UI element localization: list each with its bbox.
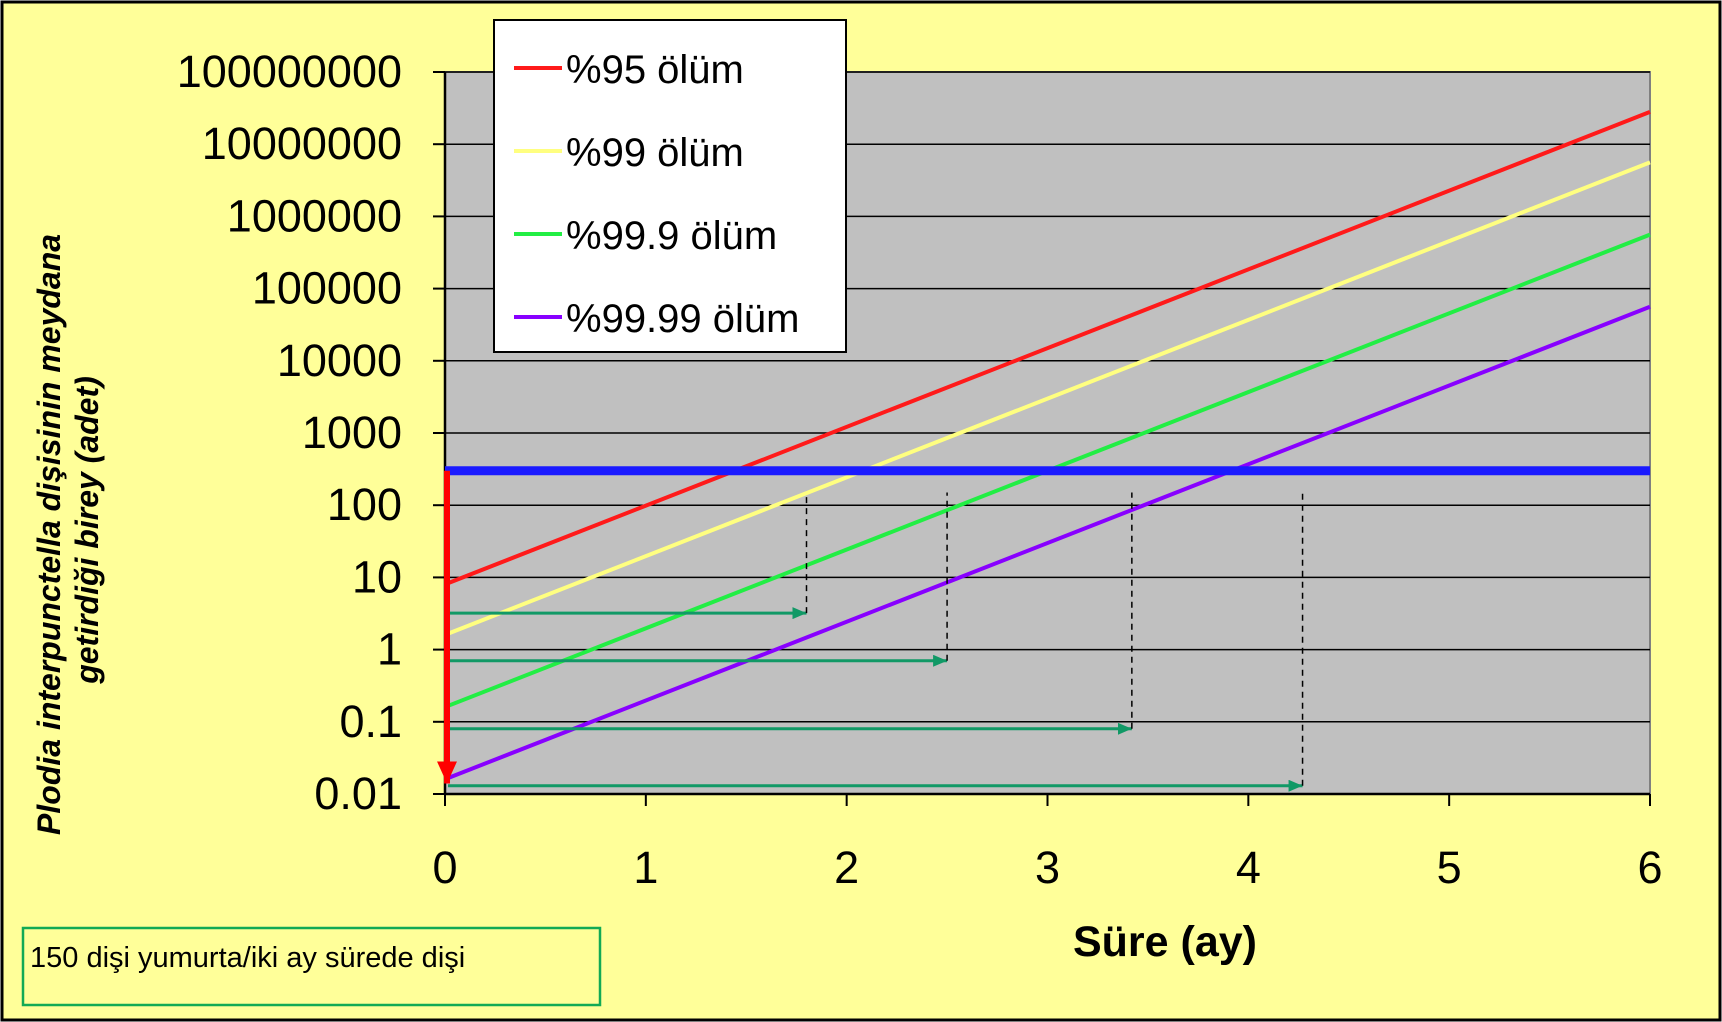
x-tick-label: 0 — [432, 842, 457, 893]
y-tick-label: 0.01 — [314, 768, 402, 819]
y-axis-title-line-1: Plodia interpunctella dişisinin meydana — [31, 234, 67, 835]
x-tick-label: 6 — [1637, 842, 1662, 893]
series-line-2 — [444, 160, 1651, 637]
y-tick-label: 1000 — [302, 407, 402, 458]
y-tick-label: 10 — [352, 551, 402, 602]
series-line-1 — [444, 110, 1651, 587]
y-tick-label: 10000 — [277, 335, 402, 386]
x-axis-title: Süre (ay) — [1073, 918, 1257, 966]
x-tick-label: 5 — [1437, 842, 1462, 893]
x-tick-label: 1 — [633, 842, 658, 893]
y-tick-label: 1000000 — [227, 190, 402, 241]
guide-lines — [437, 466, 1650, 792]
y-axis-title: Plodia interpunctella dişisinin meydana … — [31, 225, 105, 835]
annotation-text: 150 dişi yumurta/iki ay sürede dişi — [30, 942, 465, 974]
y-tick-label: 100 — [327, 479, 402, 530]
legend-label-4: %99.99 ölüm — [566, 297, 799, 341]
legend-box — [493, 19, 847, 353]
y-axis-title-line-2: getirdiği birey (adet) — [69, 376, 105, 685]
y-tick-label: 0.1 — [339, 696, 402, 747]
legend-label-1: %95 ölüm — [566, 48, 744, 92]
y-tick-label: 100000000 — [177, 46, 402, 97]
x-tick-label: 3 — [1035, 842, 1060, 893]
x-tick-labels: 0 1 2 3 4 5 6 — [432, 842, 1662, 893]
series-line-4 — [444, 304, 1651, 782]
x-tick-label: 2 — [834, 842, 859, 893]
legend: %95 ölüm %99 ölüm %99.9 ölüm %99.99 ölüm — [493, 19, 847, 353]
x-tick-label: 4 — [1236, 842, 1261, 893]
legend-label-2: %99 ölüm — [566, 131, 744, 175]
y-tick-label: 1 — [377, 624, 402, 675]
y-tick-labels: 0.01 0.1 1 10 100 1000 10000 100000 1000000 10000… — [177, 46, 402, 819]
y-tick-label: 10000000 — [202, 118, 402, 169]
legend-label-3: %99.9 ölüm — [566, 214, 777, 258]
annotation-box — [21, 926, 602, 1007]
y-tick-label: 100000 — [252, 263, 402, 314]
